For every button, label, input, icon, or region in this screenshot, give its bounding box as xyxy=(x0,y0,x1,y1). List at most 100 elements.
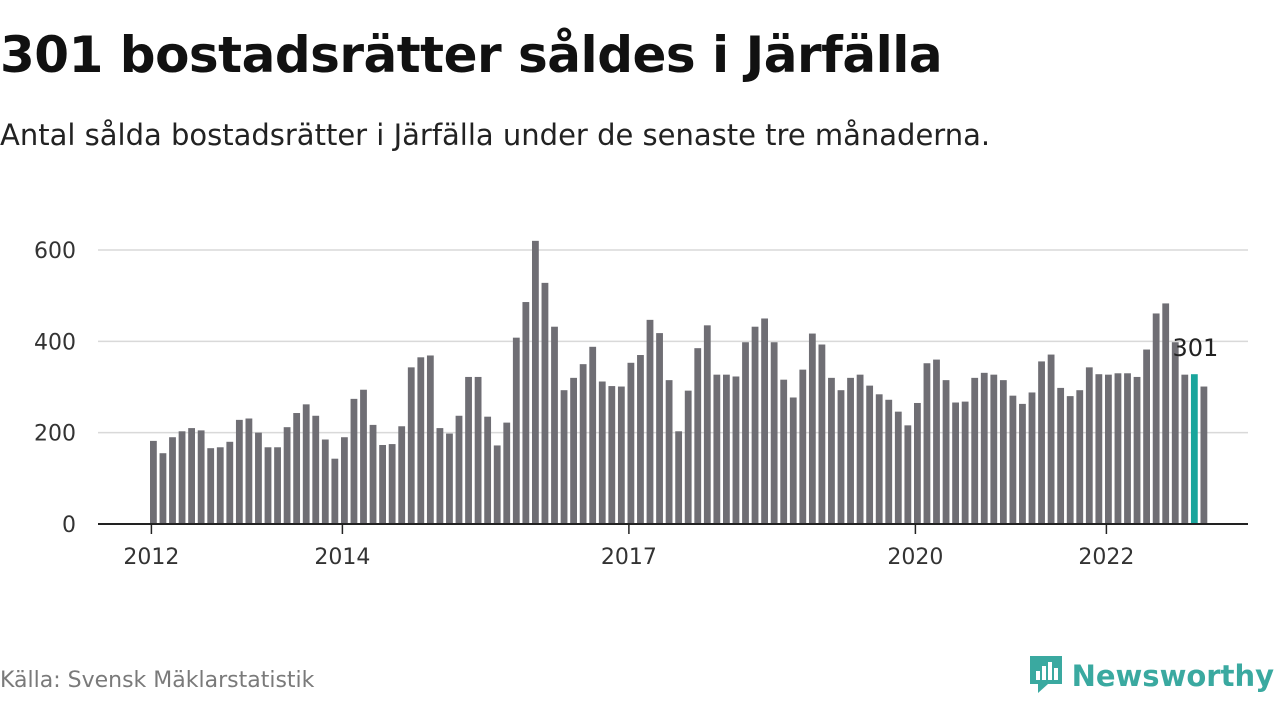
bar xyxy=(627,362,635,524)
bar xyxy=(1009,395,1017,524)
bar xyxy=(894,411,902,524)
y-tick-label: 0 xyxy=(62,513,76,538)
bar xyxy=(617,386,625,524)
bar xyxy=(1047,354,1055,524)
bar xyxy=(1200,386,1208,524)
bar xyxy=(923,363,931,524)
bar xyxy=(770,342,778,524)
bar-chart: 0 200 400 600 2012 2014 2017 2020 2022 301 xyxy=(34,239,1248,570)
latest-value-label: 301 xyxy=(1172,334,1218,362)
bar xyxy=(503,422,511,524)
newsworthy-logo-icon xyxy=(1028,654,1064,698)
gridlines xyxy=(98,249,1248,434)
bar xyxy=(1038,361,1045,524)
bar xyxy=(1105,374,1112,524)
bar xyxy=(417,357,425,524)
bar xyxy=(1143,349,1150,524)
bar xyxy=(684,390,692,524)
bar xyxy=(369,424,377,524)
bar xyxy=(971,377,979,524)
bar xyxy=(847,377,854,524)
x-tick-label: 2020 xyxy=(887,545,943,570)
bar xyxy=(350,398,358,524)
bar-highlighted xyxy=(1190,374,1198,524)
x-tick-label: 2022 xyxy=(1078,545,1134,570)
bar xyxy=(446,433,453,524)
bar xyxy=(532,240,539,524)
bar xyxy=(1057,387,1065,524)
bar xyxy=(637,355,644,524)
bar xyxy=(169,437,176,524)
bar xyxy=(780,379,788,524)
bar xyxy=(1066,396,1074,524)
bar xyxy=(245,418,253,524)
bar xyxy=(799,369,807,524)
bar xyxy=(656,333,663,524)
bar xyxy=(522,302,530,524)
bar xyxy=(426,355,434,524)
bar xyxy=(723,374,730,524)
bar xyxy=(732,376,740,524)
bar xyxy=(875,394,883,524)
bar xyxy=(321,439,329,524)
bar xyxy=(159,453,167,524)
bar xyxy=(1095,374,1103,524)
bar xyxy=(360,389,367,524)
bar xyxy=(952,402,959,524)
bar xyxy=(341,437,348,524)
bar xyxy=(1028,392,1036,524)
y-tick-label: 400 xyxy=(34,330,76,355)
bar xyxy=(255,432,262,524)
bar xyxy=(1085,367,1093,524)
bar xyxy=(942,380,950,524)
axis-labels: 0 200 400 600 2012 2014 2017 2020 2022 301 xyxy=(34,239,1218,570)
bar xyxy=(828,377,835,524)
bar xyxy=(560,390,568,524)
x-tick-label: 2014 xyxy=(314,545,370,570)
source-credit: Källa: Svensk Mäklarstatistik xyxy=(0,668,315,693)
bar xyxy=(598,381,606,524)
y-tick-label: 200 xyxy=(34,422,76,447)
brand[interactable]: Newsworthy xyxy=(1028,654,1274,698)
bar xyxy=(818,344,826,524)
chart-subtitle: Antal sålda bostadsrätter i Järfälla und… xyxy=(0,118,991,152)
bars xyxy=(150,240,1208,524)
bar xyxy=(837,390,845,524)
bar xyxy=(914,402,921,524)
bar xyxy=(312,415,320,524)
bar xyxy=(388,444,396,524)
chart-title: 301 bostadsrätter såldes i Järfälla xyxy=(0,26,943,84)
bar xyxy=(808,333,816,524)
bar xyxy=(1124,373,1131,524)
bar xyxy=(933,359,940,524)
bar xyxy=(665,380,673,524)
brand-name: Newsworthy xyxy=(1071,659,1274,693)
bar xyxy=(570,377,577,524)
y-tick-label: 600 xyxy=(34,239,76,264)
bar xyxy=(274,447,281,524)
bar xyxy=(713,374,721,524)
bar xyxy=(742,342,749,524)
bar xyxy=(541,282,549,524)
bar xyxy=(197,430,205,524)
bar xyxy=(608,386,616,524)
bar xyxy=(436,428,444,524)
bar xyxy=(999,380,1007,524)
bar xyxy=(761,318,768,524)
bar xyxy=(885,399,893,524)
bar xyxy=(216,447,224,524)
bar xyxy=(455,415,463,524)
bar xyxy=(551,326,558,524)
bar xyxy=(379,444,386,524)
bar xyxy=(1171,342,1179,524)
bar xyxy=(1152,313,1160,524)
bar xyxy=(207,448,215,524)
x-tick-label: 2017 xyxy=(601,545,657,570)
bar xyxy=(1162,303,1170,524)
bar xyxy=(235,419,243,524)
bar xyxy=(961,401,969,524)
bar xyxy=(226,441,234,524)
bar xyxy=(980,372,988,524)
bar xyxy=(751,326,759,524)
bar xyxy=(293,413,301,524)
